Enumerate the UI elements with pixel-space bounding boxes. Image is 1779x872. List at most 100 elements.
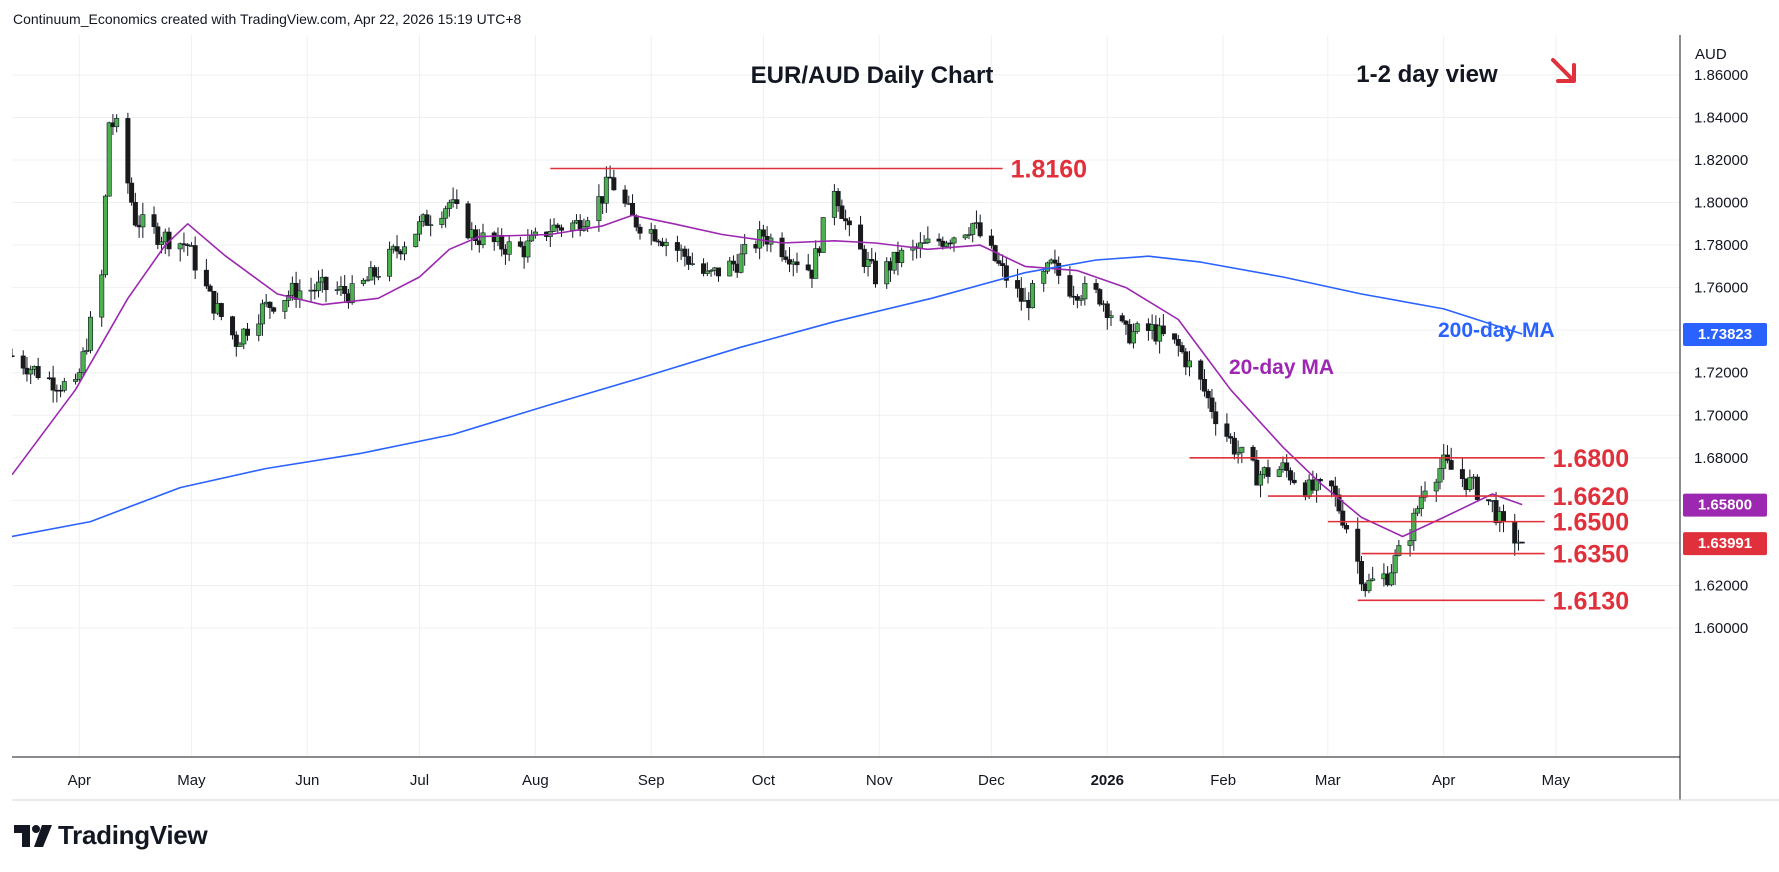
candle-up xyxy=(921,242,927,244)
candle-up xyxy=(925,238,931,243)
candle-down xyxy=(988,235,994,246)
candle-up xyxy=(1392,555,1398,574)
candle-down xyxy=(1201,378,1207,392)
candle-down xyxy=(12,355,15,358)
price-tick-label: 1.84000 xyxy=(1694,109,1748,126)
candle-up xyxy=(375,276,381,278)
time-tick-label: Sep xyxy=(638,772,665,789)
candle-down xyxy=(783,256,789,260)
candle-up xyxy=(316,281,322,291)
candle-up xyxy=(1187,360,1193,368)
time-tick-label: Nov xyxy=(866,772,893,789)
time-axis[interactable]: Apr May Jun Jul Aug Sep Oct Nov Dec 2026 Feb Mar Apr… xyxy=(68,772,1571,789)
candle-down xyxy=(701,263,707,274)
candle-down xyxy=(1344,525,1350,530)
chart-attribution: Continuum_Economics created with Trading… xyxy=(13,11,522,27)
time-tick-label: Jul xyxy=(410,772,429,789)
candle-down xyxy=(473,229,479,242)
candle-up xyxy=(1467,477,1473,490)
tradingview-logo[interactable]: TradingView xyxy=(14,820,208,851)
candle-down xyxy=(1355,528,1361,562)
candle-down xyxy=(1459,469,1465,480)
level-label: 1.6620 xyxy=(1553,483,1629,511)
candle-up xyxy=(297,290,303,300)
candle-up xyxy=(73,379,79,382)
candle-down xyxy=(129,182,135,203)
candle-down xyxy=(1097,289,1103,305)
candle-up xyxy=(1407,540,1413,546)
candle-down xyxy=(947,242,953,245)
level-label: 1.6130 xyxy=(1553,587,1629,615)
candle-up xyxy=(446,202,452,209)
candle-up xyxy=(570,222,576,231)
candle-down xyxy=(35,366,41,379)
candle-up xyxy=(1078,298,1084,301)
candle-down xyxy=(1000,263,1006,266)
ma200-line xyxy=(12,255,1523,538)
candle-up xyxy=(106,122,112,197)
time-tick-label: Jun xyxy=(295,772,319,789)
candle-up xyxy=(416,221,422,235)
currency-label: AUD xyxy=(1695,46,1727,63)
candle-up xyxy=(387,248,393,277)
candle-up xyxy=(1239,446,1245,453)
tradingview-wordmark: TradingView xyxy=(58,820,208,850)
candle-down xyxy=(1003,265,1009,281)
candle-up xyxy=(1415,508,1421,514)
level-label: 1.6500 xyxy=(1553,509,1629,537)
time-tick-label: May xyxy=(1542,772,1571,789)
candle-up xyxy=(1041,270,1047,284)
candle-up xyxy=(813,248,819,279)
candle-up xyxy=(596,196,602,222)
candle-down xyxy=(794,261,800,266)
candle-down xyxy=(1291,479,1297,484)
price-tick-label: 1.86000 xyxy=(1694,67,1748,84)
candle-down xyxy=(132,202,138,226)
candle-down xyxy=(716,267,722,277)
candle-up xyxy=(259,303,265,325)
candle-down xyxy=(559,227,565,231)
candle-down xyxy=(155,226,161,245)
candle-up xyxy=(1082,283,1088,300)
candle-up xyxy=(241,328,247,345)
candle-down xyxy=(1448,460,1454,470)
candle-up xyxy=(1396,545,1402,556)
time-tick-label: Oct xyxy=(752,772,776,789)
candle-down xyxy=(372,267,378,277)
candle-up xyxy=(1276,469,1282,477)
candle-up xyxy=(1030,283,1036,309)
time-tick-label: Dec xyxy=(978,772,1005,789)
ma20-label: 20-day MA xyxy=(1229,356,1334,379)
candle-up xyxy=(820,217,826,253)
candle-down xyxy=(633,215,639,228)
candlestick-series xyxy=(12,112,1525,597)
candle-down xyxy=(394,246,400,252)
candle-down xyxy=(207,285,213,292)
candle-down xyxy=(125,118,131,184)
candle-up xyxy=(1418,496,1424,509)
candle-up xyxy=(525,240,531,258)
candle-down xyxy=(323,276,329,291)
candle-up xyxy=(349,283,355,304)
candle-down xyxy=(218,303,224,317)
candle-down xyxy=(465,203,471,239)
candle-down xyxy=(203,269,209,287)
candle-down xyxy=(996,260,1002,264)
candle-down xyxy=(1474,476,1480,500)
candle-down xyxy=(1224,423,1230,437)
candle-down xyxy=(1119,315,1125,322)
candle-down xyxy=(936,238,942,242)
candle-down xyxy=(271,307,277,312)
candle-up xyxy=(704,270,710,274)
candle-up xyxy=(177,243,183,250)
candle-down xyxy=(58,389,64,392)
candle-down xyxy=(611,177,617,191)
ma20-line xyxy=(12,214,1523,538)
candle-down xyxy=(686,256,692,265)
candle-down xyxy=(1123,320,1129,325)
candle-down xyxy=(1287,470,1293,481)
time-tick-label: 2026 xyxy=(1091,772,1124,789)
candle-up xyxy=(84,350,90,353)
